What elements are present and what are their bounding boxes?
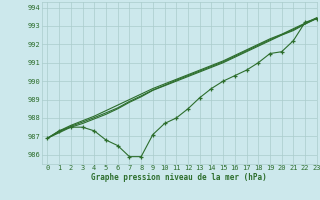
X-axis label: Graphe pression niveau de la mer (hPa): Graphe pression niveau de la mer (hPa) xyxy=(91,173,267,182)
